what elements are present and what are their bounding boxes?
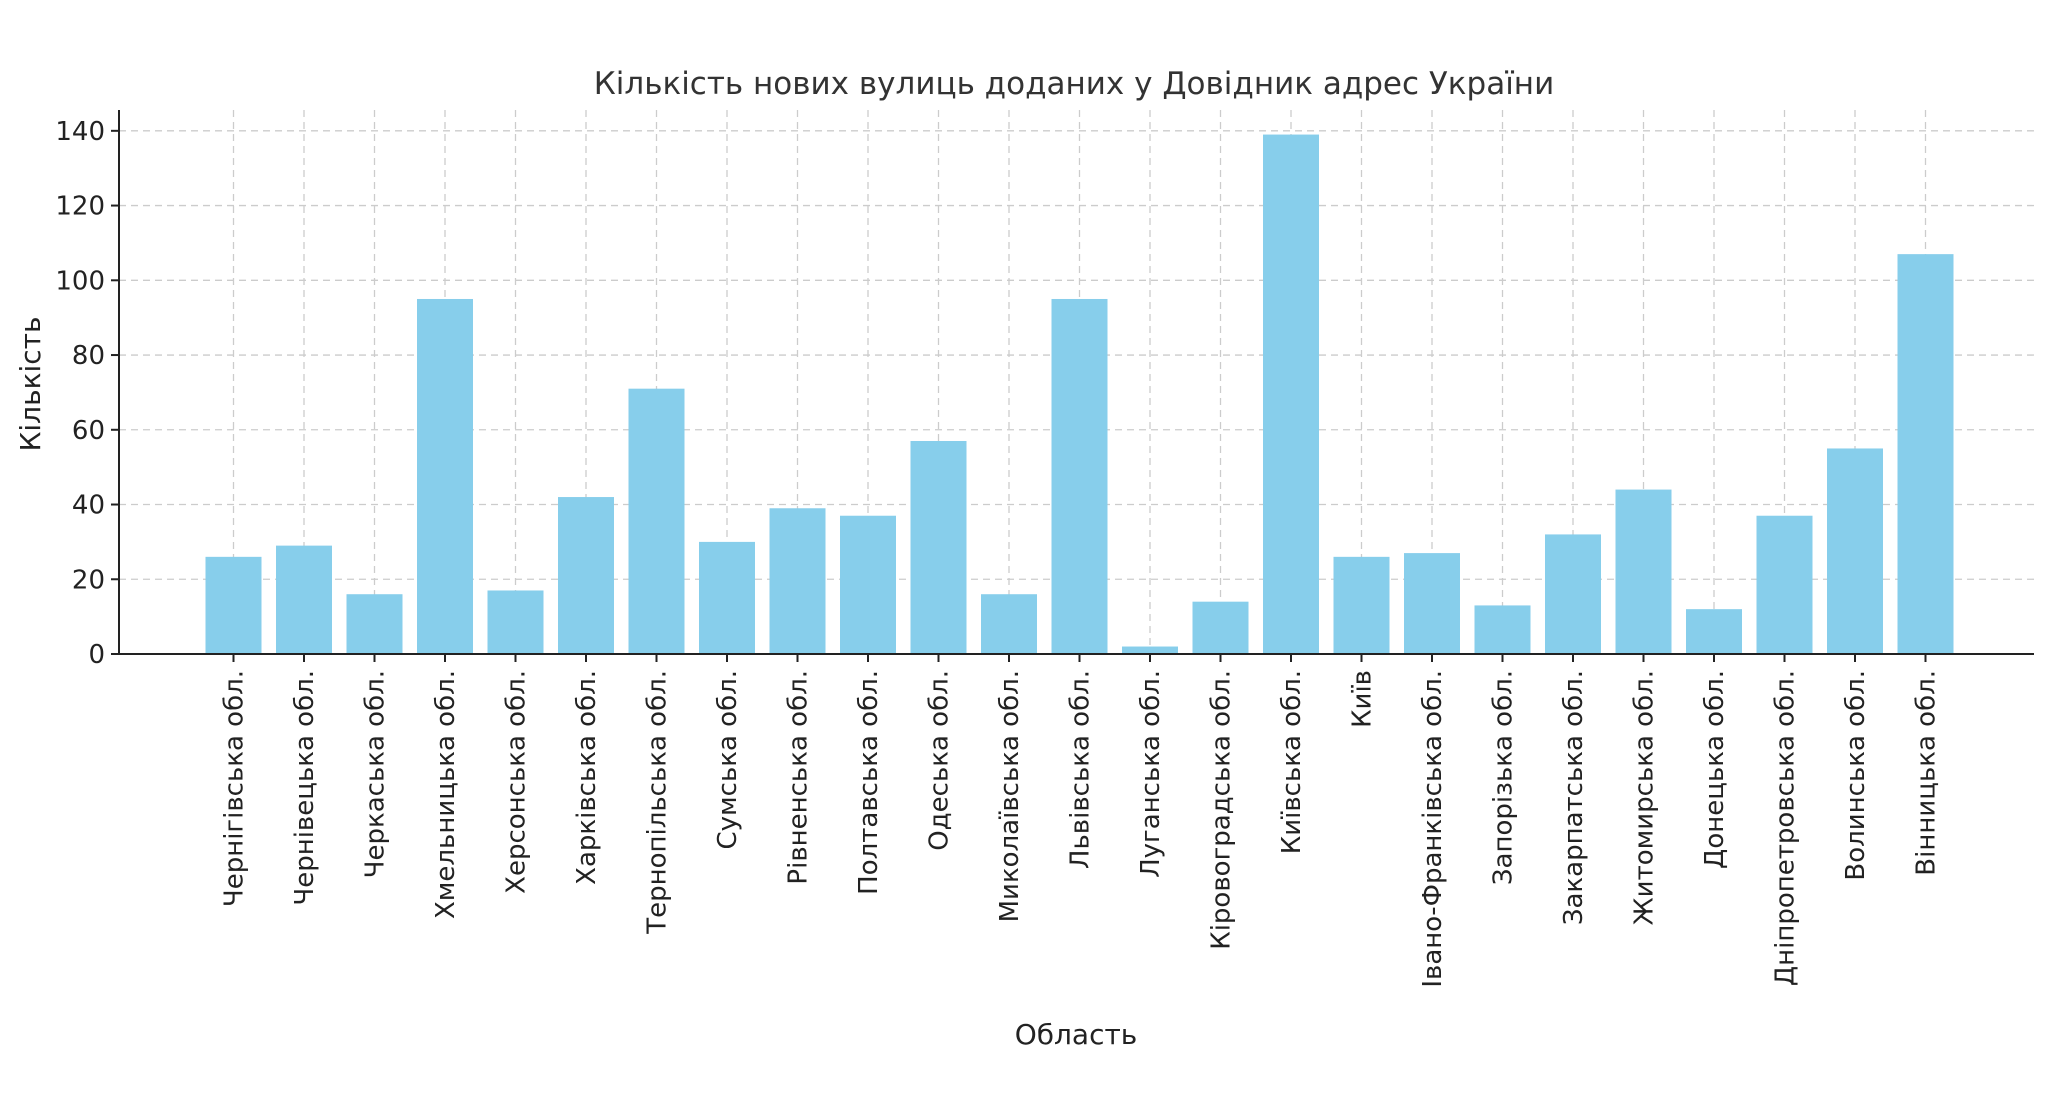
bar (1263, 134, 1319, 654)
y-tick-label: 140 (55, 117, 105, 147)
x-tick-label: Житомирська обл. (1630, 670, 1660, 925)
bar (1333, 556, 1390, 654)
bar (1545, 534, 1601, 654)
x-tick-label: Дніпропетровська обл. (1771, 670, 1801, 986)
bar (1897, 254, 1954, 655)
bar (769, 508, 826, 654)
x-tick-label: Харківська обл. (572, 670, 602, 885)
bar (1051, 298, 1108, 654)
bar (981, 594, 1037, 654)
y-tick-label: 60 (72, 416, 105, 446)
y-tick-label: 120 (55, 192, 105, 222)
x-ticks: Чернігівська обл. Чернівецька обл. Черкась… (220, 654, 1942, 988)
bar (910, 440, 967, 654)
bar (1192, 601, 1249, 654)
x-tick-label: Тернопільська обл. (643, 670, 673, 935)
x-tick-label: Запорізька обл. (1489, 670, 1519, 885)
bar (417, 298, 473, 654)
x-tick-label: Сумська обл. (713, 670, 743, 850)
y-tick-label: 40 (72, 491, 105, 521)
y-tick-label: 0 (88, 640, 105, 670)
bar (628, 388, 685, 654)
y-tick-label: 100 (55, 266, 105, 296)
y-ticks: 0 20 40 60 80 100 120 140 (55, 117, 119, 670)
bar (1827, 448, 1883, 654)
bar (205, 556, 262, 654)
x-tick-label: Миколаївська обл. (995, 670, 1025, 922)
bar (1122, 646, 1178, 654)
bar (1404, 553, 1460, 654)
bar (840, 515, 896, 654)
bar (1615, 489, 1672, 654)
x-tick-label: Чернігівська обл. (220, 670, 250, 907)
bar (699, 541, 755, 654)
x-tick-label: Черкаська обл. (361, 670, 391, 878)
x-tick-label: Рівненська обл. (784, 670, 814, 885)
bar (1756, 515, 1813, 654)
x-tick-label: Чернівецька обл. (290, 670, 320, 906)
bar (1686, 609, 1742, 654)
bar (276, 545, 332, 654)
x-tick-label: Івано-Франківська обл. (1418, 670, 1448, 988)
x-tick-label: Луганська обл. (1136, 670, 1166, 878)
bar (1474, 605, 1531, 654)
x-axis-label: Область (1015, 1018, 1138, 1051)
y-tick-label: 80 (72, 341, 105, 371)
x-tick-label: Київська обл. (1277, 670, 1307, 854)
y-tick-label: 20 (72, 565, 105, 595)
x-tick-label: Кіровоградська обл. (1207, 670, 1237, 950)
chart-title: Кількість нових вулиць доданих у Довідни… (594, 66, 1554, 102)
x-tick-label: Херсонська обл. (502, 670, 532, 894)
bars (205, 134, 1954, 655)
x-tick-label: Закарпатська обл. (1559, 670, 1589, 925)
bar (346, 594, 403, 654)
bar (558, 497, 614, 654)
bar (487, 590, 544, 654)
x-tick-label: Донецька обл. (1700, 670, 1730, 869)
x-tick-label: Полтавська обл. (854, 670, 884, 895)
x-tick-label: Хмельницька обл. (431, 670, 461, 919)
x-tick-label: Київ (1348, 670, 1378, 728)
x-tick-label: Львівська обл. (1066, 670, 1096, 869)
x-tick-label: Волинська обл. (1841, 670, 1871, 881)
y-axis-label: Кількість (14, 317, 47, 452)
x-tick-label: Одеська обл. (925, 670, 955, 851)
x-tick-label: Вінницька обл. (1912, 670, 1942, 876)
